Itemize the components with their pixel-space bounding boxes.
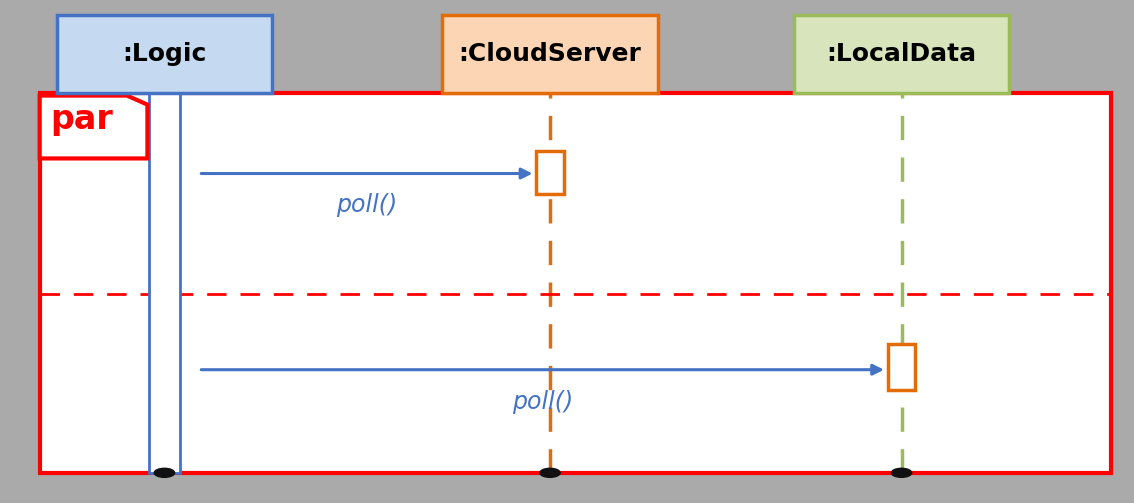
FancyBboxPatch shape bbox=[149, 93, 180, 473]
Text: :Logic: :Logic bbox=[122, 42, 206, 66]
Text: poll(): poll() bbox=[511, 390, 574, 414]
FancyBboxPatch shape bbox=[794, 15, 1009, 93]
Polygon shape bbox=[40, 96, 147, 158]
FancyBboxPatch shape bbox=[442, 15, 658, 93]
Text: poll(): poll() bbox=[336, 193, 398, 217]
Circle shape bbox=[891, 468, 912, 477]
Text: par: par bbox=[50, 103, 112, 136]
Text: :CloudServer: :CloudServer bbox=[458, 42, 642, 66]
FancyBboxPatch shape bbox=[888, 344, 915, 390]
FancyBboxPatch shape bbox=[536, 151, 564, 194]
Text: :LocalData: :LocalData bbox=[827, 42, 976, 66]
Circle shape bbox=[540, 468, 560, 477]
Circle shape bbox=[154, 468, 175, 477]
FancyBboxPatch shape bbox=[40, 93, 1111, 473]
FancyBboxPatch shape bbox=[57, 15, 272, 93]
